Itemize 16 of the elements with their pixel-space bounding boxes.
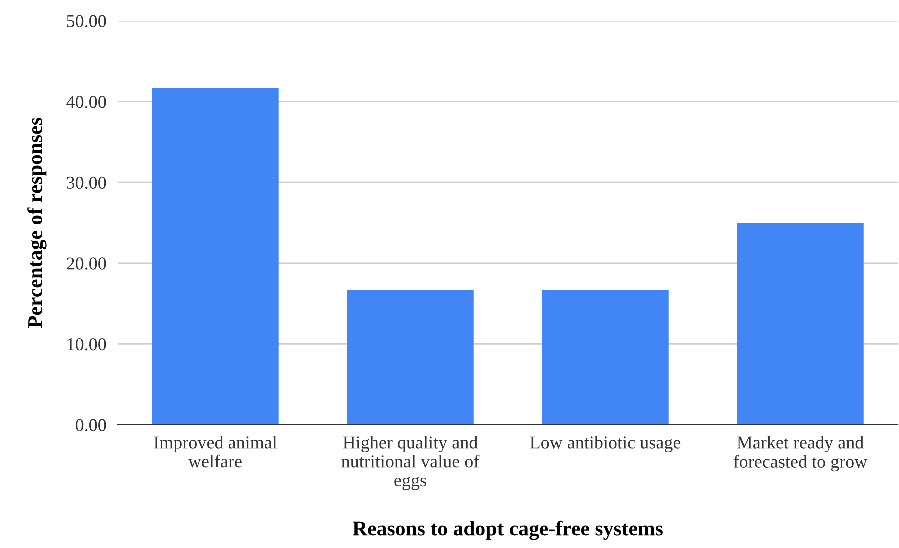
x-tick-label: Low antibiotic usage: [530, 436, 681, 453]
x-tick-label: Improved animal welfare: [154, 436, 278, 468]
bar: [737, 223, 864, 425]
x-tick-label: Market ready and forecasted to grow: [734, 436, 868, 472]
bar: [152, 88, 279, 425]
y-tick-label: 20.00: [67, 258, 106, 270]
y-axis-title: Percentage of responses: [28, 118, 47, 328]
bar: [347, 290, 474, 425]
bar: [542, 290, 669, 425]
y-tick-label: 30.00: [67, 176, 106, 190]
y-tick-label: 50.00: [67, 15, 106, 28]
x-axis-title: Reasons to adopt cage-free systems: [352, 520, 663, 540]
x-tick-label: Higher quality and nutritional value of eggs: [342, 436, 480, 490]
y-tick-label: 40.00: [66, 96, 106, 108]
y-tick-label: 10.00: [68, 338, 106, 351]
y-tick-label: 0.00: [76, 419, 106, 432]
